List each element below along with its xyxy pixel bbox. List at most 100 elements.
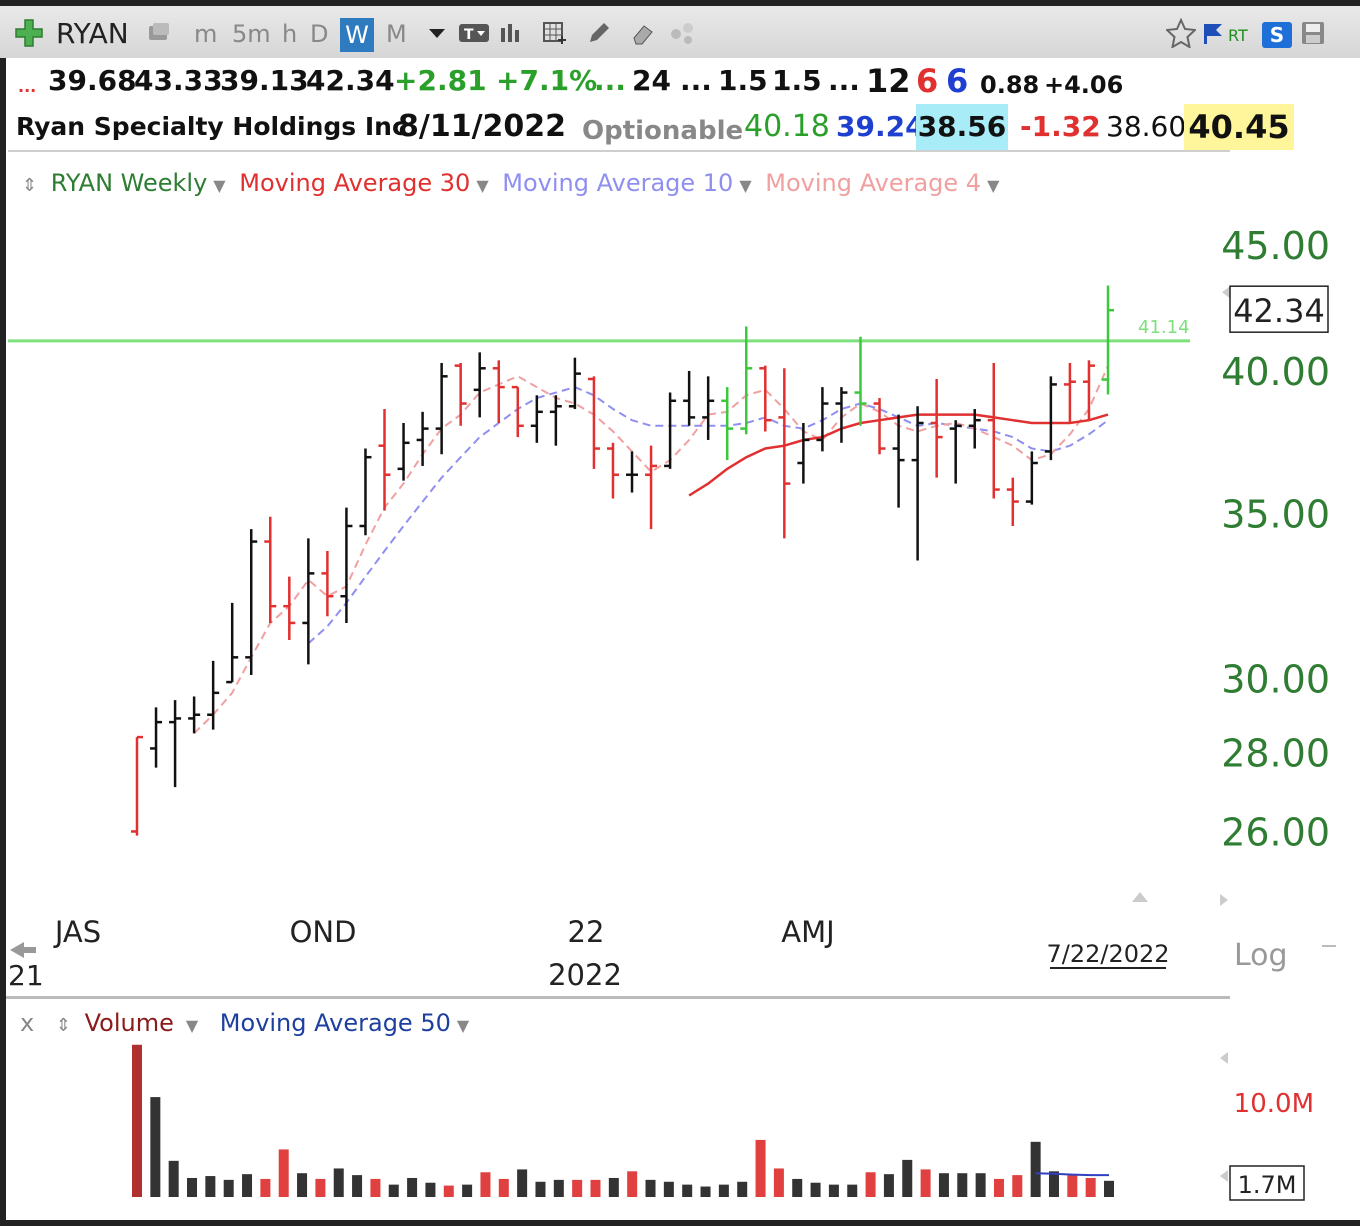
axis-pointer-icon — [1220, 894, 1228, 906]
volume-bar — [333, 1168, 344, 1197]
marker-date-label: 7/22/2022 — [1046, 940, 1169, 968]
value-39-24: 39.24 — [836, 110, 925, 143]
legend-volume-dropdown-icon[interactable]: ▼ — [185, 1016, 199, 1035]
value-minus-1-32: -1.32 — [1020, 110, 1101, 143]
legend-ma50-dropdown-icon[interactable]: ▼ — [456, 1016, 470, 1035]
value-0-88: 0.88 — [980, 71, 1040, 99]
value-12: 12 — [866, 62, 911, 100]
volume-bar — [425, 1182, 436, 1197]
close-pane-icon[interactable]: x — [20, 1009, 35, 1037]
ohlc-bar — [1063, 362, 1076, 423]
legend-ma30[interactable]: Moving Average 30 — [239, 169, 471, 197]
ohlc-bar — [626, 451, 639, 493]
toolbar: RYAN m 5m h D W M T RT S — [0, 0, 1360, 58]
move-handle-icon[interactable]: ⇕ — [22, 175, 38, 196]
legend-ma30-dropdown-icon[interactable]: ▼ — [476, 176, 489, 195]
ohlc-bar — [302, 538, 315, 665]
ohlc-bar — [683, 370, 696, 426]
price-legend: ⇕ RYAN Weekly ▼ Moving Average 30 ▼ Moving… — [22, 166, 1005, 200]
price-tick-label: 45.00 — [1221, 224, 1330, 268]
close-value: 42.34 — [306, 64, 395, 97]
legend-ma10-dropdown-icon[interactable]: ▼ — [739, 176, 752, 195]
optionable-label: Optionable — [582, 116, 744, 146]
symbol-name[interactable]: RYAN — [56, 17, 129, 50]
legend-series[interactable]: RYAN Weekly — [50, 169, 208, 197]
ohlc-bar — [473, 352, 486, 418]
legend-ma4-dropdown-icon[interactable]: ▼ — [987, 176, 1000, 195]
volume-bar — [865, 1172, 876, 1197]
scale-mode-label: Log — [1234, 938, 1288, 973]
volume-bar — [370, 1178, 381, 1197]
volume-bar — [297, 1173, 308, 1197]
rt-label[interactable]: RT — [1228, 26, 1248, 45]
ohlc-bar — [207, 660, 220, 730]
volume-bar — [700, 1186, 711, 1197]
left-border — [0, 58, 6, 1226]
flag-icon[interactable] — [1200, 20, 1226, 46]
low-value: 39.13 — [220, 64, 309, 97]
ohlc-bar — [740, 326, 753, 435]
interval-w[interactable]: W — [340, 18, 374, 52]
move-handle-icon[interactable]: ⇕ — [55, 1015, 71, 1036]
ohlc-bar — [340, 507, 353, 623]
last-price-pointer-icon — [1222, 286, 1230, 299]
volume-bar — [1030, 1141, 1041, 1197]
volume-bar — [132, 1044, 142, 1197]
svg-text:T: T — [464, 27, 474, 43]
s-badge[interactable]: S — [1262, 22, 1292, 48]
volume-bar — [608, 1177, 619, 1197]
share-icon[interactable] — [670, 20, 696, 46]
ohlc-bar — [816, 387, 829, 452]
legend-series-dropdown-icon[interactable]: ▼ — [213, 176, 226, 195]
save-icon[interactable] — [1300, 20, 1326, 46]
volume-bar — [1067, 1175, 1078, 1197]
layout-icon[interactable] — [146, 20, 172, 46]
volume-axis-pointer-icon — [1220, 1052, 1228, 1064]
change-pct-value: +7.1% — [496, 64, 598, 97]
volume-bar — [792, 1178, 803, 1197]
bar-style-icon[interactable] — [498, 20, 524, 46]
ohlc-bar — [378, 409, 391, 511]
pane-divider[interactable] — [6, 996, 1230, 999]
text-tool-icon[interactable]: T — [458, 20, 490, 46]
ohlc-bar — [930, 379, 943, 478]
last-price-label: 42.34 — [1233, 292, 1325, 330]
legend-ma10[interactable]: Moving Average 10 — [502, 169, 734, 197]
interval-h[interactable]: h — [282, 20, 298, 48]
star-icon[interactable] — [1166, 18, 1196, 48]
ohlc-bar — [1044, 376, 1057, 461]
volume-legend: x ⇕ Volume ▼ Moving Average 50 ▼ — [20, 1006, 483, 1040]
bottom-border — [0, 1220, 1360, 1226]
pencil-icon[interactable] — [586, 20, 612, 46]
ellipsis-2: ... — [680, 64, 712, 97]
legend-volume[interactable]: Volume — [84, 1009, 174, 1037]
interval-m[interactable]: m — [194, 20, 218, 48]
interval-d[interactable]: D — [310, 20, 329, 48]
price-tick-label: 40.00 — [1221, 350, 1330, 394]
volume-bar — [883, 1174, 894, 1197]
eraser-icon[interactable] — [630, 20, 656, 46]
time-tick-label: OND — [290, 915, 357, 949]
interval-m-month[interactable]: M — [386, 20, 407, 48]
ohlc-bar — [645, 445, 658, 530]
volume-bar — [462, 1184, 473, 1197]
ohlc-bar — [530, 395, 543, 443]
year-label: 2022 — [548, 958, 622, 992]
volume-bar — [553, 1179, 564, 1197]
price-tick-label: 35.00 — [1221, 493, 1330, 537]
interval-5m[interactable]: 5m — [232, 20, 271, 48]
ohlc-bar — [664, 392, 677, 469]
legend-ma50[interactable]: Moving Average 50 — [219, 1009, 451, 1037]
volume-bar — [388, 1184, 399, 1197]
volume-bar — [938, 1173, 949, 1197]
ma4-line — [193, 365, 1109, 735]
ohlc-bar — [150, 707, 163, 768]
ohlc-bar — [968, 409, 981, 449]
add-symbol-icon[interactable] — [14, 18, 44, 48]
ohlc-bar — [264, 516, 277, 623]
ohlc-bar — [511, 385, 524, 438]
grid-add-icon[interactable] — [542, 20, 568, 46]
dropdown-icon[interactable] — [424, 20, 450, 46]
legend-ma4[interactable]: Moving Average 4 — [765, 169, 982, 197]
